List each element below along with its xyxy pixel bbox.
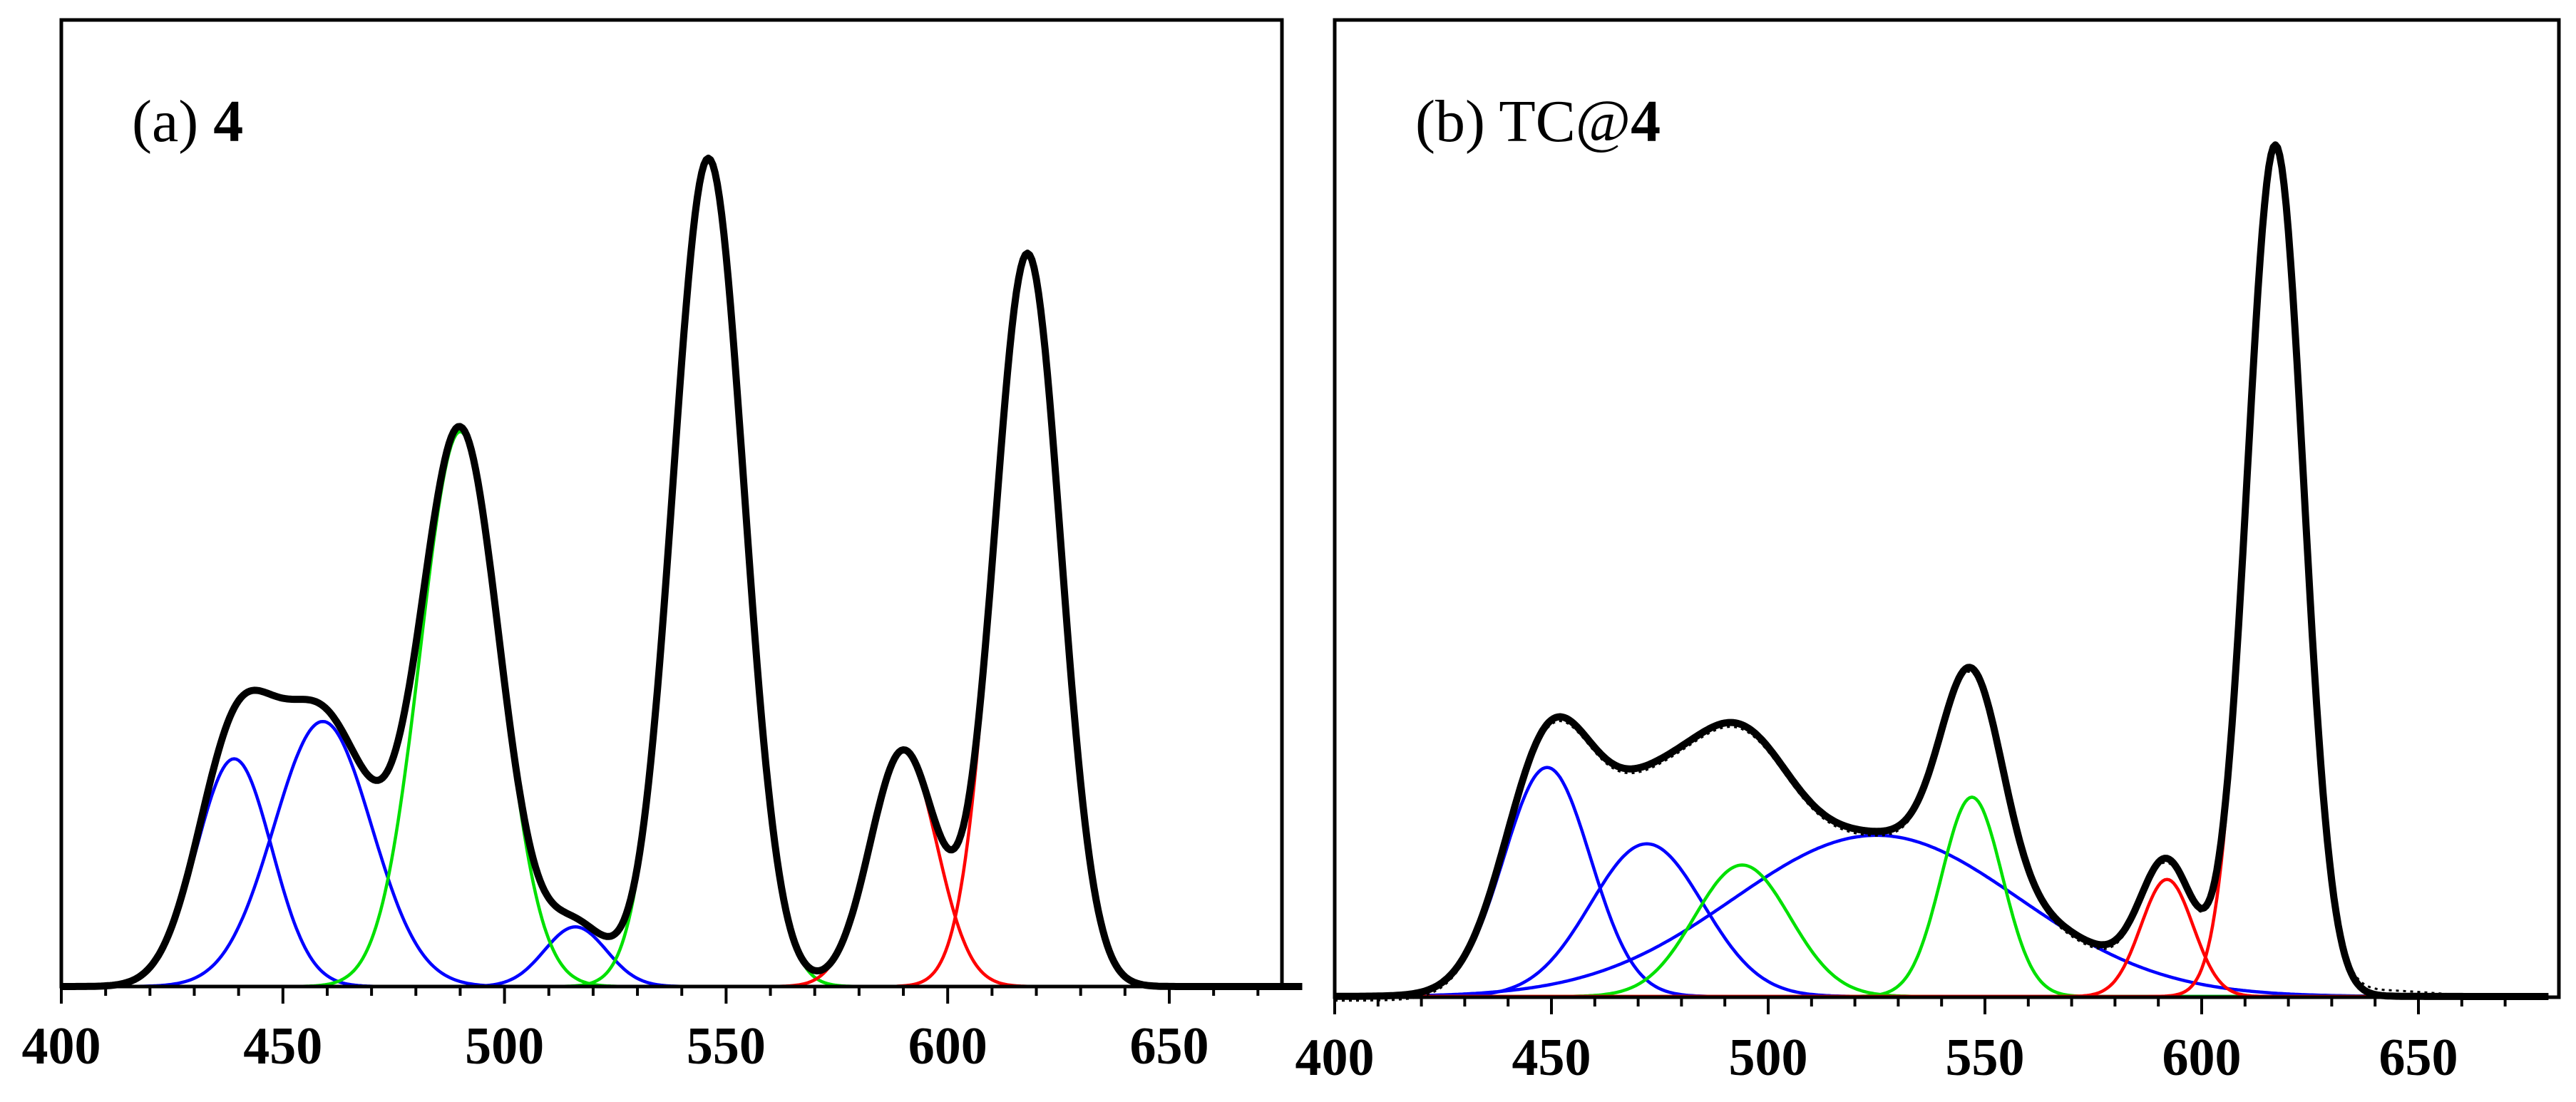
x-tick-label: 550: [687, 1017, 766, 1076]
x-tick-label: 650: [2379, 1029, 2458, 1087]
sum-fit-curve: [1333, 141, 2550, 1000]
x-tick-label: 450: [1512, 1029, 1591, 1087]
x-tick-label: 500: [1729, 1029, 1808, 1087]
x-tick-label: 600: [908, 1017, 987, 1076]
x-tick-label: 500: [465, 1017, 544, 1076]
x-tick-label: 450: [243, 1017, 322, 1076]
panel-b-frame: [1333, 18, 2561, 999]
panel-a-title-bold: 4: [213, 88, 243, 155]
panel-b: 400 450 500 550 600 650 (b) TC@4: [1295, 18, 2561, 1087]
panel-b-x-axis: 400 450 500 550 600 650: [1295, 997, 2507, 1087]
sum-fit-curve: [60, 155, 1304, 990]
x-tick-label: 550: [1946, 1029, 2025, 1087]
panel-b-title-prefix: (b) TC@: [1415, 88, 1631, 155]
panel-a-title: (a) 4: [132, 88, 243, 155]
x-tick-label: 400: [1295, 1029, 1375, 1087]
x-tick-label: 400: [22, 1017, 101, 1076]
panel-b-title-bold: 4: [1631, 88, 1661, 155]
panel-a-title-prefix: (a): [132, 88, 213, 155]
panel-a-frame: [59, 18, 1284, 989]
x-tick-label: 600: [2162, 1029, 2242, 1087]
panel-b-title: (b) TC@4: [1415, 88, 1661, 155]
panel-a-x-axis: 400 450 500 550 600 650: [22, 987, 1260, 1076]
x-tick-label: 650: [1130, 1017, 1209, 1076]
panel-a: 400 450 500 550 600 650 (a) 4: [22, 18, 1304, 1076]
